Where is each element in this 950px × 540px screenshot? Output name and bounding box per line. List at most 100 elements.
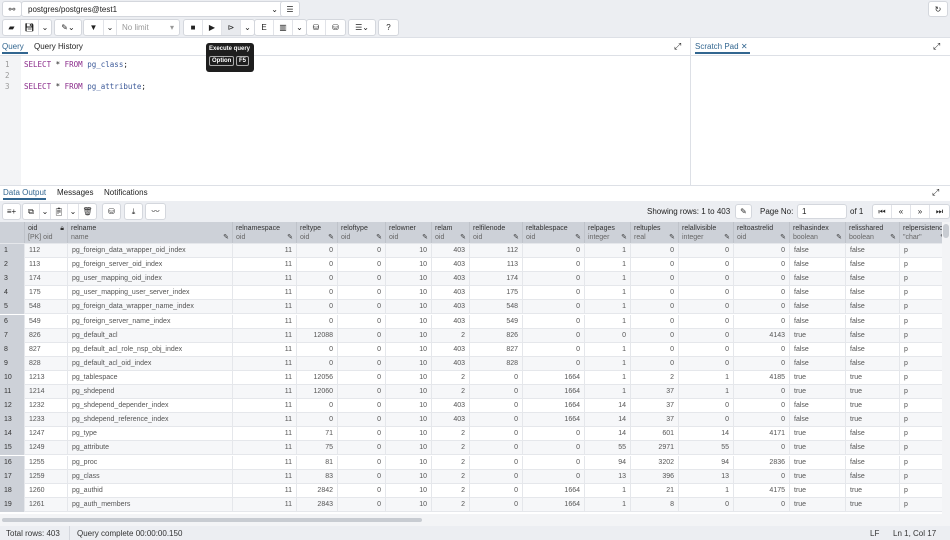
cell-relnamespace[interactable]: 11 [233,300,297,315]
cell-relpersistence[interactable]: p [900,498,942,512]
cell-relallvisible[interactable]: 0 [679,413,734,428]
row-number[interactable]: 13 [0,413,25,428]
cell-reloftype[interactable]: 0 [338,427,386,442]
row-number[interactable]: 18 [0,483,25,498]
cell-relpersistence[interactable]: p [900,343,942,357]
cell-relname[interactable]: pg_class [68,469,233,484]
cell-reltoastrelid[interactable]: 4185 [734,370,790,385]
cell-oid[interactable]: 112 [25,244,68,258]
cell-relhasindex[interactable]: true [790,441,846,456]
cell-reloftype[interactable]: 0 [338,314,386,329]
cell-relallvisible[interactable]: 0 [679,244,734,258]
cell-reltype[interactable]: 12088 [297,328,338,343]
cell-relowner[interactable]: 10 [386,413,432,428]
maximize-icon[interactable]: ⤢ [674,41,682,51]
cell-relpages[interactable]: 1 [585,385,631,399]
cell-oid[interactable]: 1259 [25,469,68,484]
cell-relpersistence[interactable]: p [900,286,942,300]
cell-reltablespace[interactable]: 0 [523,469,585,484]
cell-reltoastrelid[interactable]: 0 [734,300,790,315]
cell-oid[interactable]: 1261 [25,497,68,512]
cell-relowner[interactable]: 10 [386,258,432,273]
table-row[interactable]: 9 828 pg_default_acl_oid_index 11 0 0 10 403 828… [0,356,942,371]
new-connection-icon[interactable]: ☰ [280,1,300,17]
cell-relpages[interactable]: 13 [585,469,631,484]
tab-query[interactable]: Query [2,40,28,54]
page-input[interactable]: 1 [797,204,847,219]
cell-relpersistence[interactable]: p [900,470,942,484]
cell-relhasindex[interactable]: false [790,342,846,357]
cell-relfilenode[interactable]: 0 [470,427,523,442]
cell-relhasindex[interactable]: false [790,286,846,301]
cell-relname[interactable]: pg_foreign_data_wrapper_oid_index [68,244,233,258]
cell-relam[interactable]: 403 [432,272,470,287]
maximize-scratch-icon[interactable]: ⤢ [933,41,941,51]
row-number[interactable]: 11 [0,385,25,399]
cell-reltuples[interactable]: 21 [631,483,679,498]
cell-relfilenode[interactable]: 174 [470,272,523,287]
cell-reltoastrelid[interactable]: 0 [734,399,790,414]
cell-relpages[interactable]: 0 [585,328,631,343]
cell-relpersistence[interactable]: p [900,300,942,314]
cell-relowner[interactable]: 10 [386,342,432,357]
column-header-relpersistence[interactable]: relpersistence "char" ✎ [900,222,942,243]
tab-notifications[interactable]: Notifications [104,188,148,197]
cell-reloftype[interactable]: 0 [338,258,386,273]
edit-column-icon[interactable]: ✎ [575,234,581,241]
column-header-reltype[interactable]: reltype oid ✎ [297,222,338,243]
column-header-relallvisible[interactable]: relallvisible integer ✎ [679,222,734,243]
cell-reltype[interactable]: 0 [297,314,338,329]
cell-relpersistence[interactable]: p [900,258,942,272]
cell-reltablespace[interactable]: 0 [523,244,585,258]
cell-reltablespace[interactable]: 0 [523,258,585,273]
cell-oid[interactable]: 1214 [25,385,68,399]
cell-reloftype[interactable]: 0 [338,385,386,399]
cell-reltuples[interactable]: 0 [631,286,679,301]
table-row[interactable]: 13 1233 pg_shdepend_reference_index 11 0 0 10 4… [0,413,942,428]
cell-relisshared[interactable]: false [846,272,900,287]
cell-relpersistence[interactable]: p [900,315,942,329]
cell-relhasindex[interactable]: true [790,328,846,343]
cell-relpersistence[interactable]: p [900,399,942,413]
cell-relfilenode[interactable]: 827 [470,342,523,357]
cell-reltype[interactable]: 0 [297,356,338,371]
cell-relhasindex[interactable]: false [790,314,846,329]
cell-relnamespace[interactable]: 11 [233,328,297,343]
row-number[interactable]: 9 [0,356,25,371]
cell-reltoastrelid[interactable]: 0 [734,342,790,357]
cell-relpersistence[interactable]: p [900,357,942,371]
cell-relnamespace[interactable]: 11 [233,272,297,287]
cell-relallvisible[interactable]: 13 [679,469,734,484]
cell-relnamespace[interactable]: 11 [233,314,297,329]
cell-reltuples[interactable]: 8 [631,497,679,512]
cell-relam[interactable]: 2 [432,469,470,484]
cell-relisshared[interactable]: false [846,244,900,258]
cell-relowner[interactable]: 10 [386,300,432,315]
row-number[interactable]: 3 [0,272,25,287]
column-header-relpages[interactable]: relpages integer ✎ [585,222,631,243]
cell-oid[interactable]: 1247 [25,427,68,442]
save-dropdown-icon[interactable]: ⌄ [41,23,49,32]
cell-relowner[interactable]: 10 [386,328,432,343]
cell-relhasindex[interactable]: true [790,370,846,385]
cell-reltype[interactable]: 0 [297,244,338,258]
cell-relam[interactable]: 2 [432,370,470,385]
cell-reltype[interactable]: 71 [297,427,338,442]
cell-relam[interactable]: 403 [432,286,470,301]
cell-relfilenode[interactable]: 0 [470,413,523,428]
cell-relname[interactable]: pg_shdepend_depender_index [68,399,233,414]
cell-relfilenode[interactable]: 0 [470,497,523,512]
cell-relpersistence[interactable]: p [900,456,942,470]
horizontal-scrollbar[interactable] [0,514,950,526]
table-row[interactable]: 7 826 pg_default_acl 11 12088 0 10 2 826 0 0 0 0 4143… [0,328,942,343]
cell-reltype[interactable]: 2842 [297,483,338,498]
cell-relallvisible[interactable]: 14 [679,427,734,442]
cell-relpages[interactable]: 14 [585,399,631,414]
cell-relowner[interactable]: 10 [386,272,432,287]
cell-relfilenode[interactable]: 0 [470,455,523,470]
cell-reltablespace[interactable]: 0 [523,328,585,343]
cell-relpersistence[interactable]: p [900,385,942,399]
cell-reltablespace[interactable]: 0 [523,314,585,329]
cell-relpages[interactable]: 1 [585,286,631,301]
